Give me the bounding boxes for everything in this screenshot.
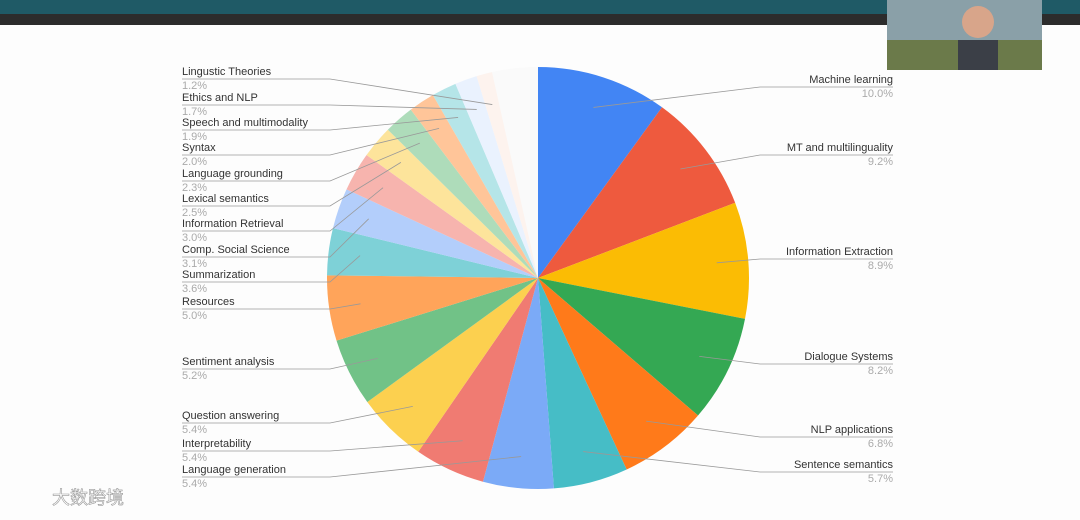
slice-value-label: 5.4% — [182, 424, 207, 436]
leader-line — [182, 440, 463, 452]
slice-value-label: 5.4% — [182, 478, 207, 490]
top-bar — [0, 0, 1080, 14]
slice-value-label: 8.2% — [868, 365, 893, 377]
pie-slice — [366, 129, 538, 278]
pie-slice — [538, 67, 663, 278]
webcam-body — [958, 40, 998, 70]
pie-slice — [367, 278, 538, 452]
leader-line — [182, 128, 440, 156]
pie-slice — [538, 278, 746, 416]
leader-line — [680, 154, 893, 170]
slice-value-label: 3.6% — [182, 283, 207, 295]
pie-slice — [327, 228, 538, 278]
leader-line — [182, 358, 378, 370]
slice-label: Lingustic Theories — [182, 66, 272, 78]
slice-label: Sentiment analysis — [182, 356, 275, 368]
slice-value-label: 2.3% — [182, 182, 207, 194]
slice-value-label: 5.0% — [182, 310, 207, 322]
slice-value-label: 6.8% — [868, 438, 893, 450]
slice-label: Information Extraction — [786, 246, 893, 258]
pie-slice — [332, 189, 538, 278]
pie-slice — [387, 109, 538, 278]
slice-label: Comp. Social Science — [182, 244, 290, 256]
leader-line — [182, 162, 402, 207]
leader-line — [182, 187, 384, 232]
pie-slice — [538, 278, 627, 489]
slice-label: MT and multilinguality — [787, 142, 894, 154]
leader-line — [182, 406, 413, 424]
slice-value-label: 3.1% — [182, 258, 207, 270]
pie — [327, 67, 749, 489]
slice-value-label: 1.7% — [182, 106, 207, 118]
slice-label: Language generation — [182, 464, 286, 476]
pie-slice — [482, 278, 554, 489]
slice-label: Information Retrieval — [182, 218, 284, 230]
leader-line — [182, 117, 459, 131]
slice-value-label: 2.0% — [182, 156, 207, 168]
slice-label: Speech and multimodality — [182, 117, 308, 129]
leader-line — [182, 142, 420, 182]
slice-value-label: 10.0% — [862, 88, 893, 100]
slice-value-label: 5.2% — [182, 370, 207, 382]
leader-line — [716, 258, 893, 264]
pie-slice — [432, 83, 538, 278]
slice-label: Sentence semantics — [794, 459, 894, 471]
slice-label: Lexical semantics — [182, 193, 269, 205]
leader-line — [182, 456, 522, 478]
slice-label: Syntax — [182, 142, 216, 154]
slice-label: Language grounding — [182, 168, 283, 180]
slice-label: Resources — [182, 296, 235, 308]
slice-label: Question answering — [182, 410, 279, 422]
pie-slice — [418, 278, 538, 482]
leader-line — [593, 86, 893, 108]
leader-line — [182, 104, 477, 110]
pie-slice — [538, 107, 736, 278]
slice-label: Dialogue Systems — [804, 351, 893, 363]
pie-slice — [455, 76, 538, 278]
slice-value-label: 1.9% — [182, 131, 207, 143]
pie-slice — [410, 95, 538, 278]
slice-label: Machine learning — [809, 74, 893, 86]
pie-slice — [336, 278, 538, 403]
leader-line — [583, 451, 893, 473]
slice-value-label: 9.2% — [868, 156, 893, 168]
leader-line — [646, 420, 893, 438]
pie-slice — [538, 278, 699, 470]
slice-value-label: 1.2% — [182, 80, 207, 92]
slice-label: NLP applications — [811, 424, 894, 436]
slice-value-label: 2.5% — [182, 207, 207, 219]
leader-line — [182, 78, 493, 105]
slice-label: Summarization — [182, 269, 255, 281]
webcam — [887, 0, 1042, 70]
pie-slice — [346, 155, 538, 278]
slice-value-label: 8.9% — [868, 260, 893, 272]
slice-label: Ethics and NLP — [182, 92, 258, 104]
slice-value-label: 5.4% — [182, 452, 207, 464]
pie-slice — [327, 275, 538, 341]
leader-line — [182, 255, 361, 283]
pie-slice — [476, 72, 538, 278]
leader-line — [699, 355, 893, 365]
leader-line — [182, 218, 369, 258]
top-bar-shadow — [0, 14, 1080, 25]
pie-slice — [538, 202, 749, 319]
slice-label: Interpretability — [182, 438, 252, 450]
leader-line — [182, 303, 361, 310]
slice-value-label: 3.0% — [182, 232, 207, 244]
slice-value-label: 5.7% — [868, 473, 893, 485]
watermark: 大数跨境 — [52, 488, 124, 508]
webcam-face — [962, 6, 994, 38]
